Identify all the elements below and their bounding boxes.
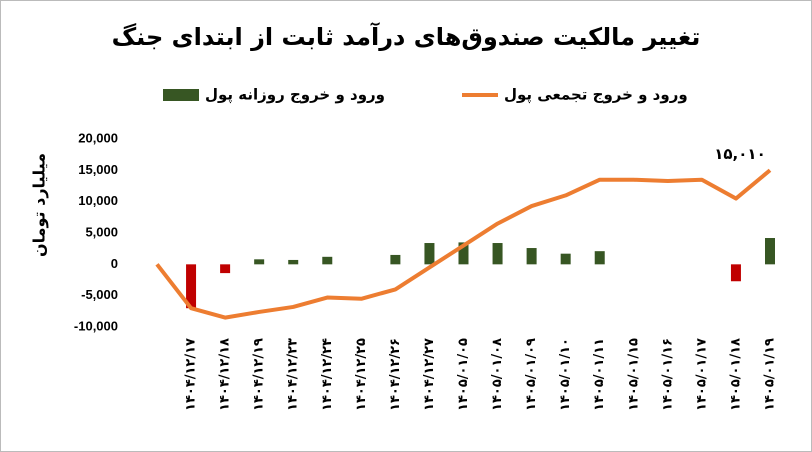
x-tick-label: ۱۴۰۵/۰۱/۱۶ xyxy=(660,338,675,411)
y-tick-label: 20,000 xyxy=(78,130,118,145)
y-tick-label: -10,000 xyxy=(74,318,118,333)
y-axis-label: میلیارد تومان xyxy=(30,153,49,257)
bar xyxy=(458,242,469,265)
x-tick-label: ۱۴۰۵/۰۱/۰۹ xyxy=(524,338,539,411)
x-tick-label: ۱۴۰۵/۰۱/۱۵ xyxy=(626,338,641,411)
x-tick-label: ۱۴۰۴/۱۲/۱۷ xyxy=(184,338,199,411)
x-tick-label: ۱۴۰۵/۰۱/۱۰ xyxy=(558,338,573,411)
x-tick-label: ۱۴۰۴/۱۲/۱۸ xyxy=(218,338,233,411)
y-tick-label: 10,000 xyxy=(78,193,118,208)
bar xyxy=(220,264,231,274)
bar xyxy=(254,259,265,265)
legend-label: ورود و خروج روزانه پول xyxy=(205,86,385,105)
y-tick-label: 0 xyxy=(111,256,118,271)
x-tick-label: ۱۴۰۴/۱۲/۲۴ xyxy=(320,338,335,411)
bar xyxy=(288,259,299,265)
x-tick-label: ۱۴۰۵/۰۱/۱۸ xyxy=(728,338,743,411)
x-tick-label: ۱۴۰۴/۱۲/۲۷ xyxy=(422,338,437,411)
bar xyxy=(526,248,537,265)
y-tick-label: 5,000 xyxy=(85,224,118,239)
y-tick-label: 15,000 xyxy=(78,162,118,177)
chart-title: تغییر مالکیت صندوق‌های درآمد ثابت از ابت… xyxy=(112,22,701,51)
y-tick-label: -5,000 xyxy=(81,287,118,302)
legend-label: ورود و خروج تجمعی پول xyxy=(504,86,688,105)
data-label: ۱۵,۰۱۰ xyxy=(714,145,765,163)
bar xyxy=(492,243,503,265)
x-tick-label: ۱۴۰۴/۱۲/۲۳ xyxy=(286,338,301,411)
bar xyxy=(424,243,435,265)
legend-swatch xyxy=(163,89,199,101)
line xyxy=(155,168,772,320)
x-tick-label: ۱۴۰۵/۰۱/۰۵ xyxy=(456,338,471,411)
bar xyxy=(390,254,401,265)
x-tick-label: ۱۴۰۴/۱۲/۱۹ xyxy=(252,338,267,411)
bar xyxy=(186,264,197,309)
bar xyxy=(560,253,571,265)
bar xyxy=(322,256,333,265)
bar xyxy=(730,264,741,282)
x-tick-label: ۱۴۰۴/۱۲/۲۶ xyxy=(388,338,403,411)
x-tick-label: ۱۴۰۴/۱۲/۲۵ xyxy=(354,338,369,411)
x-tick-label: ۱۴۰۵/۰۱/۱۷ xyxy=(694,338,709,411)
x-tick-label: ۱۴۰۵/۰۱/۰۸ xyxy=(490,338,505,411)
x-tick-label: ۱۴۰۵/۰۱/۱۱ xyxy=(592,338,607,411)
x-tick-label: ۱۴۰۵/۰۱/۱۹ xyxy=(763,338,778,411)
bar xyxy=(594,251,605,265)
bar xyxy=(765,238,775,265)
